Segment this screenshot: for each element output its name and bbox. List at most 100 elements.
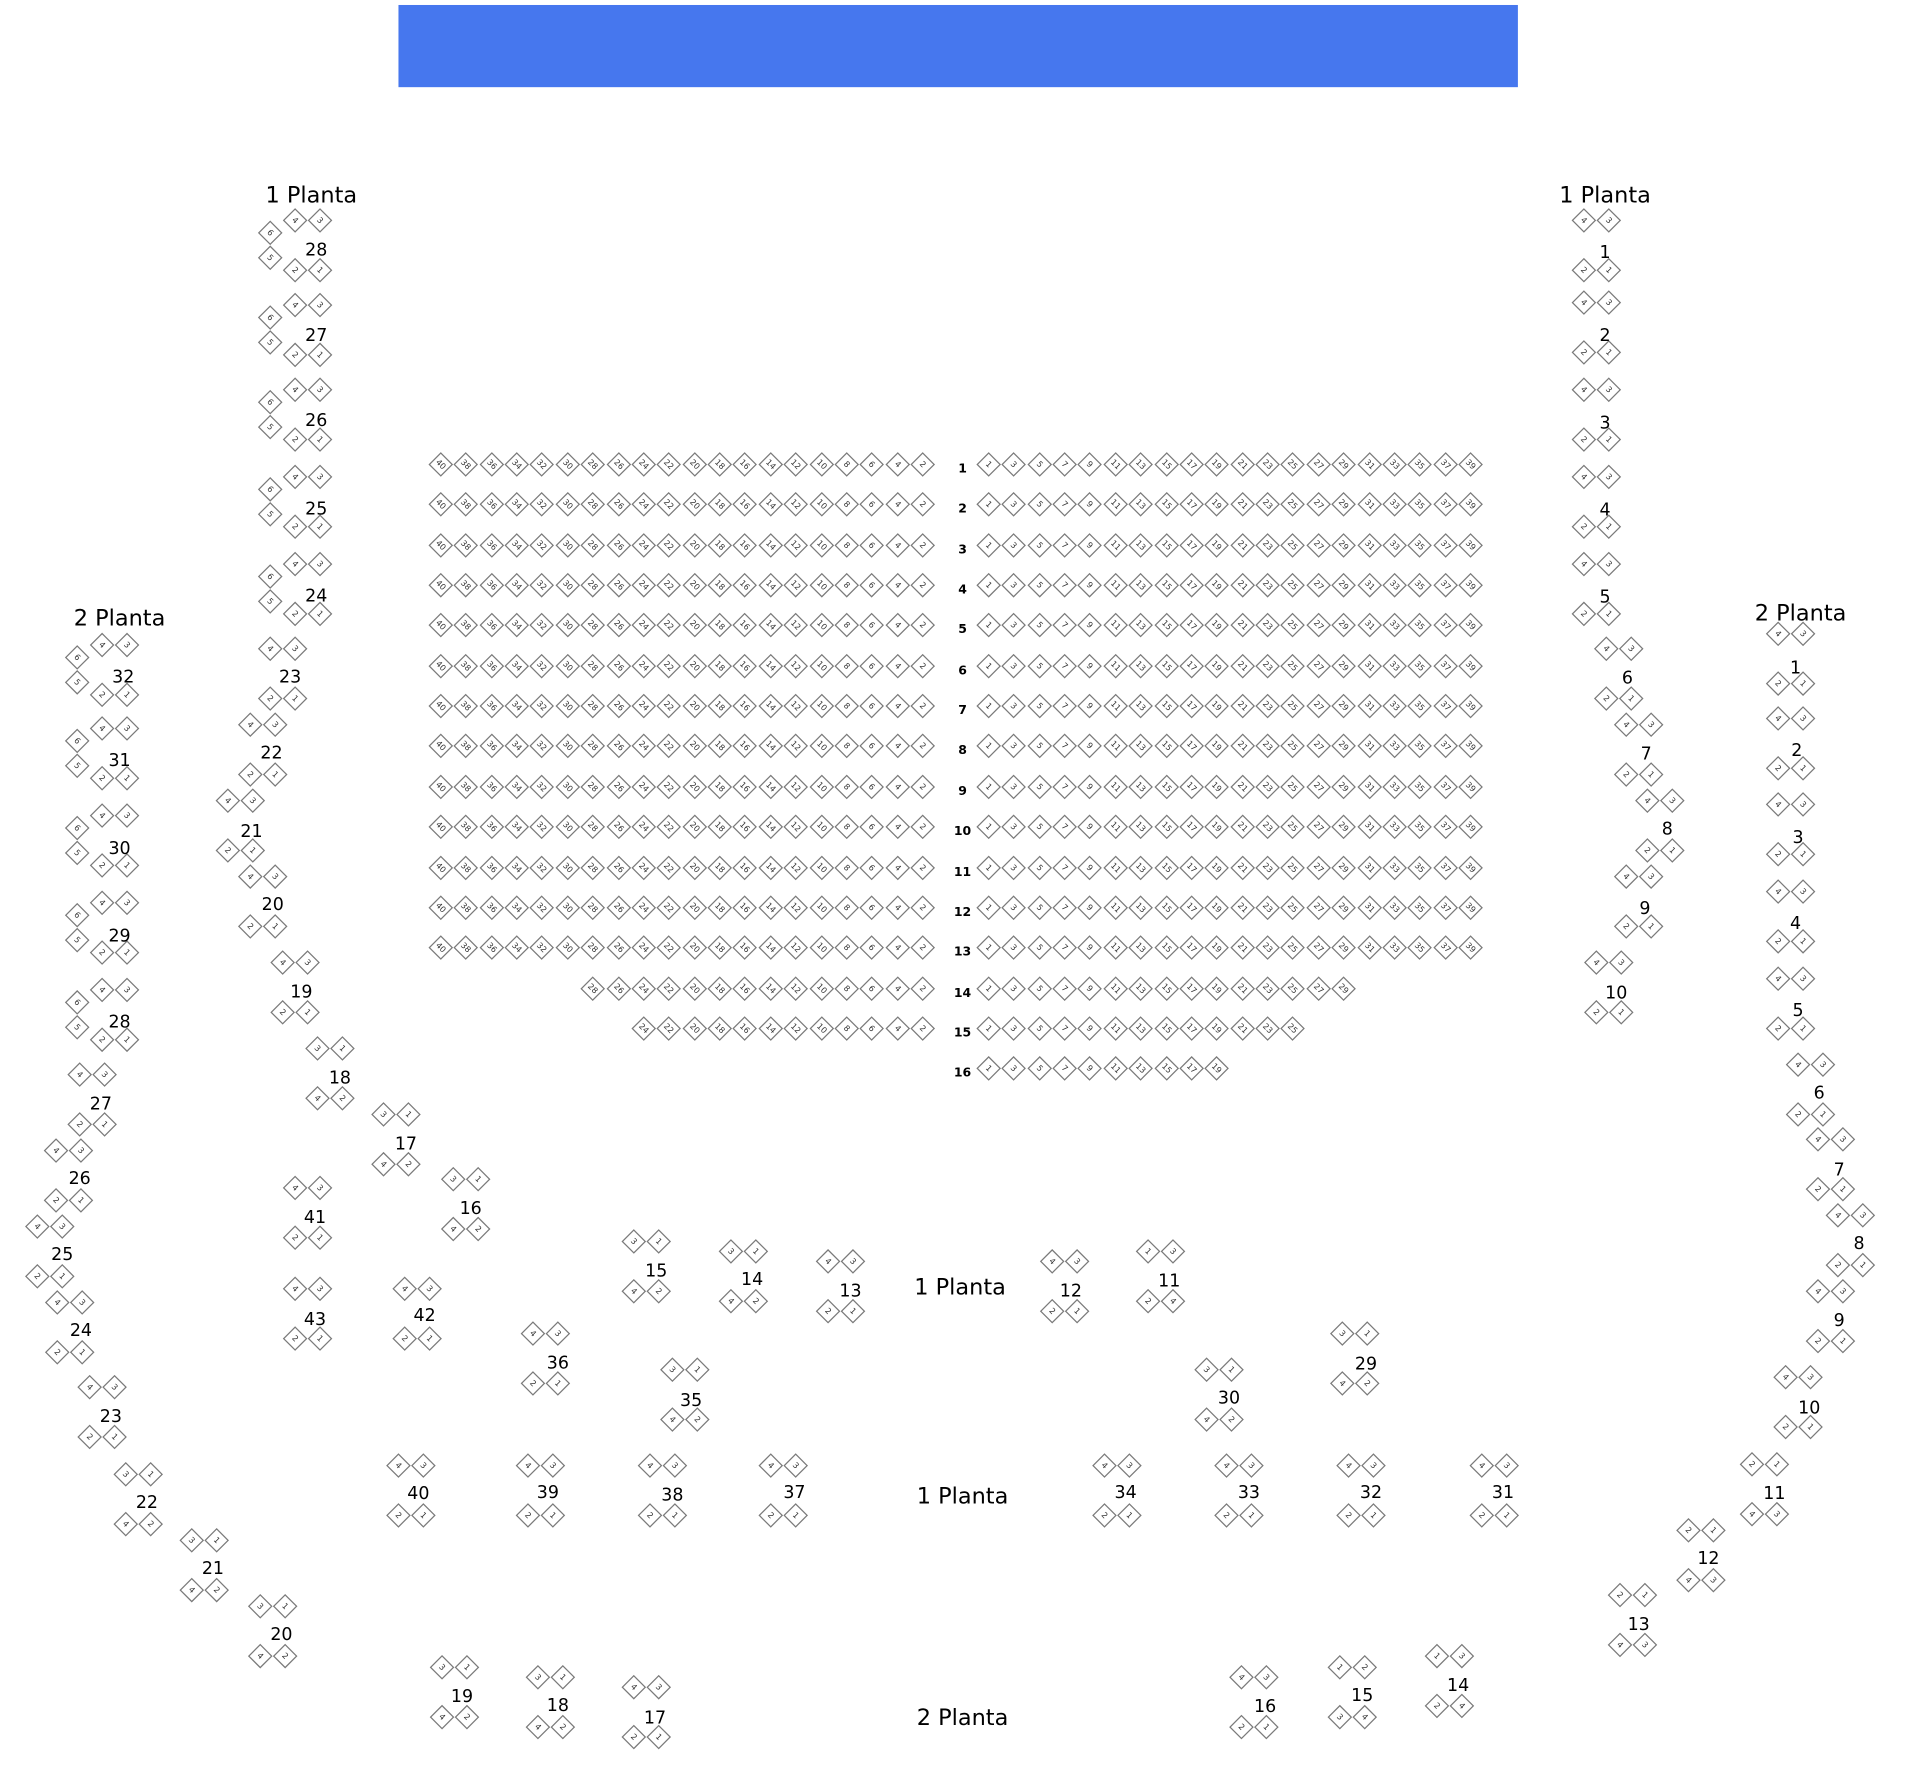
seat[interactable]: 30 xyxy=(555,814,580,840)
seat[interactable]: 5 xyxy=(1027,613,1052,638)
seat[interactable]: 33 xyxy=(1382,572,1407,598)
seat[interactable]: 40 xyxy=(428,935,454,961)
seat[interactable]: 27 xyxy=(1306,492,1331,518)
seat[interactable]: 40 xyxy=(428,774,454,800)
box-seat[interactable]: 3 xyxy=(646,1674,672,1700)
seat[interactable]: 22 xyxy=(656,854,682,880)
seat[interactable]: 5 xyxy=(1027,734,1052,759)
box-seat[interactable]: 2 xyxy=(1613,762,1639,787)
box-seat[interactable]: 4 xyxy=(1571,208,1597,233)
seat[interactable]: 39 xyxy=(1458,492,1483,518)
seat[interactable]: 10 xyxy=(808,452,834,477)
seat[interactable]: 34 xyxy=(504,935,530,961)
seat[interactable]: 13 xyxy=(1128,1016,1154,1041)
seat[interactable]: 3 xyxy=(1001,1056,1027,1082)
seat[interactable]: 16 xyxy=(732,734,758,759)
box-seat[interactable]: 4 xyxy=(270,950,295,975)
seat[interactable]: 28 xyxy=(580,693,606,719)
box-seat[interactable]: 2 xyxy=(1825,1252,1851,1278)
seat[interactable]: 3 xyxy=(1001,814,1027,840)
box-seat[interactable]: 3 xyxy=(662,1453,688,1478)
seat[interactable]: 23 xyxy=(1255,774,1281,800)
box-seat[interactable]: 3 xyxy=(417,1276,442,1302)
box-seat[interactable]: 2 xyxy=(282,257,308,283)
box-seat[interactable]: 4 xyxy=(621,1278,647,1304)
seat[interactable]: 9 xyxy=(1077,613,1103,638)
seat[interactable]: 14 xyxy=(758,1016,783,1041)
seat[interactable]: 36 xyxy=(479,532,504,558)
seat[interactable]: 23 xyxy=(1255,935,1281,961)
seat[interactable]: 40 xyxy=(428,452,454,477)
box-seat[interactable]: 4 xyxy=(1805,1127,1831,1152)
seat[interactable]: 15 xyxy=(1153,774,1179,800)
seat[interactable]: 2 xyxy=(910,653,936,679)
seat[interactable]: 25 xyxy=(1280,935,1306,961)
box-seat[interactable]: 4 xyxy=(1329,1371,1355,1396)
seat[interactable]: 2 xyxy=(910,895,936,920)
box-seat[interactable]: 3 xyxy=(114,803,140,828)
seat[interactable]: 2 xyxy=(910,854,936,880)
seat[interactable]: 33 xyxy=(1382,734,1407,759)
seat[interactable]: 16 xyxy=(732,935,758,961)
seat[interactable]: 23 xyxy=(1255,653,1281,679)
box-seat[interactable]: 1 xyxy=(307,1225,333,1251)
seat[interactable]: 5 xyxy=(1027,935,1052,961)
seat[interactable]: 22 xyxy=(656,693,682,719)
box-seat[interactable]: 3 xyxy=(262,864,288,889)
box-seat[interactable]: 4 xyxy=(1571,377,1597,403)
seat[interactable]: 20 xyxy=(682,975,707,1001)
seat[interactable]: 8 xyxy=(834,452,859,477)
box-seat[interactable]: 3 xyxy=(1764,1501,1790,1527)
seat[interactable]: 39 xyxy=(1458,774,1483,800)
box-seat[interactable]: 3 xyxy=(545,1321,571,1346)
box-seat[interactable]: 1 xyxy=(1701,1518,1726,1543)
box-seat[interactable]: 5 xyxy=(64,927,90,953)
box-seat[interactable]: 3 xyxy=(1596,464,1622,490)
seat[interactable]: 7 xyxy=(1052,492,1078,518)
box-seat[interactable]: 1 xyxy=(1830,1176,1856,1202)
seat[interactable]: 4 xyxy=(884,452,910,477)
seat[interactable]: 25 xyxy=(1280,854,1306,880)
seat[interactable]: 17 xyxy=(1179,572,1204,598)
seat[interactable]: 32 xyxy=(529,492,555,518)
seat[interactable]: 36 xyxy=(479,774,504,800)
box-seat[interactable]: 4 xyxy=(1469,1453,1495,1478)
seat[interactable]: 5 xyxy=(1027,774,1052,800)
seat[interactable]: 19 xyxy=(1204,1016,1230,1041)
seat[interactable]: 23 xyxy=(1255,1016,1281,1041)
box-seat[interactable]: 1 xyxy=(1632,1582,1658,1608)
box-seat[interactable]: 1 xyxy=(840,1298,866,1324)
seat[interactable]: 11 xyxy=(1103,935,1128,961)
seat[interactable]: 34 xyxy=(504,774,530,800)
seat[interactable]: 18 xyxy=(707,693,733,719)
seat[interactable]: 20 xyxy=(682,854,707,880)
seat[interactable]: 1 xyxy=(976,653,1002,679)
seat[interactable]: 36 xyxy=(479,895,504,920)
box-seat[interactable]: 1 xyxy=(330,1036,355,1061)
box-seat[interactable]: 4 xyxy=(660,1407,685,1432)
box-seat[interactable]: 1 xyxy=(1798,1414,1823,1440)
seat[interactable]: 2 xyxy=(910,1016,936,1041)
seat[interactable]: 35 xyxy=(1407,854,1433,880)
seat[interactable]: 30 xyxy=(555,935,580,961)
seat[interactable]: 14 xyxy=(758,774,783,800)
seat[interactable]: 18 xyxy=(707,532,733,558)
seat[interactable]: 19 xyxy=(1204,734,1230,759)
box-seat[interactable]: 4 xyxy=(525,1714,551,1740)
seat[interactable]: 6 xyxy=(859,572,885,598)
seat[interactable]: 10 xyxy=(808,734,834,759)
box-seat[interactable]: 4 xyxy=(371,1151,396,1177)
seat[interactable]: 28 xyxy=(580,935,606,961)
seat[interactable]: 18 xyxy=(707,895,733,920)
seat[interactable]: 33 xyxy=(1382,693,1407,719)
box-seat[interactable]: 3 xyxy=(68,1138,94,1163)
seat[interactable]: 5 xyxy=(1027,854,1052,880)
seat[interactable]: 38 xyxy=(453,613,479,638)
seat[interactable]: 24 xyxy=(631,452,656,477)
box-seat[interactable]: 4 xyxy=(815,1249,841,1274)
box-seat[interactable]: 1 xyxy=(138,1461,163,1487)
box-seat[interactable]: 3 xyxy=(102,1374,127,1400)
box-seat[interactable]: 4 xyxy=(1607,1632,1633,1658)
seat[interactable]: 13 xyxy=(1128,452,1154,477)
seat[interactable]: 10 xyxy=(808,895,834,920)
